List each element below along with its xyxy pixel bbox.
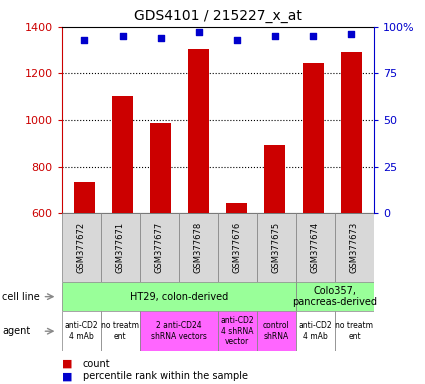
- Bar: [227, 203, 247, 213]
- Bar: [257, 311, 296, 351]
- Text: ■: ■: [62, 371, 72, 381]
- Bar: [179, 213, 218, 282]
- Point: [272, 33, 278, 39]
- Text: no treatm
ent: no treatm ent: [101, 321, 139, 341]
- Bar: [218, 213, 257, 282]
- Text: GSM377674: GSM377674: [311, 222, 320, 273]
- Text: HT29, colon-derived: HT29, colon-derived: [130, 291, 228, 302]
- Bar: [335, 213, 374, 282]
- Bar: [257, 213, 296, 282]
- Bar: [112, 96, 133, 213]
- Text: Colo357,
pancreas-derived: Colo357, pancreas-derived: [292, 286, 377, 308]
- Bar: [296, 282, 374, 311]
- Point: [196, 30, 202, 36]
- Bar: [62, 311, 101, 351]
- Text: control
shRNA: control shRNA: [263, 321, 290, 341]
- Text: GSM377672: GSM377672: [76, 222, 86, 273]
- Text: GSM377676: GSM377676: [233, 222, 242, 273]
- Point: [81, 37, 88, 43]
- Text: GSM377677: GSM377677: [155, 222, 164, 273]
- Text: anti-CD2
4 mAb: anti-CD2 4 mAb: [299, 321, 332, 341]
- Bar: [341, 53, 362, 213]
- Bar: [140, 213, 179, 282]
- Bar: [296, 311, 335, 351]
- Title: GDS4101 / 215227_x_at: GDS4101 / 215227_x_at: [134, 9, 302, 23]
- Text: cell line: cell line: [2, 291, 40, 302]
- Text: count: count: [83, 359, 110, 369]
- Bar: [335, 311, 374, 351]
- Point: [348, 31, 354, 37]
- Bar: [62, 282, 296, 311]
- Bar: [188, 49, 209, 213]
- Bar: [74, 182, 95, 213]
- Bar: [218, 311, 257, 351]
- Text: percentile rank within the sample: percentile rank within the sample: [83, 371, 248, 381]
- Bar: [296, 213, 335, 282]
- Bar: [303, 63, 323, 213]
- Point: [233, 37, 240, 43]
- Bar: [101, 311, 140, 351]
- Text: anti-CD2
4 shRNA
vector: anti-CD2 4 shRNA vector: [221, 316, 254, 346]
- Bar: [101, 213, 140, 282]
- Text: GSM377678: GSM377678: [194, 222, 203, 273]
- Bar: [62, 213, 101, 282]
- Text: no treatm
ent: no treatm ent: [335, 321, 374, 341]
- Point: [157, 35, 164, 41]
- Bar: [150, 124, 171, 213]
- Text: agent: agent: [2, 326, 30, 336]
- Text: 2 anti-CD24
shRNA vectors: 2 anti-CD24 shRNA vectors: [151, 321, 207, 341]
- Text: GSM377671: GSM377671: [116, 222, 125, 273]
- Bar: [264, 145, 286, 213]
- Text: anti-CD2
4 mAb: anti-CD2 4 mAb: [64, 321, 98, 341]
- Bar: [140, 311, 218, 351]
- Text: ■: ■: [62, 359, 72, 369]
- Text: GSM377673: GSM377673: [350, 222, 359, 273]
- Point: [310, 33, 317, 39]
- Text: GSM377675: GSM377675: [272, 222, 281, 273]
- Point: [119, 33, 126, 39]
